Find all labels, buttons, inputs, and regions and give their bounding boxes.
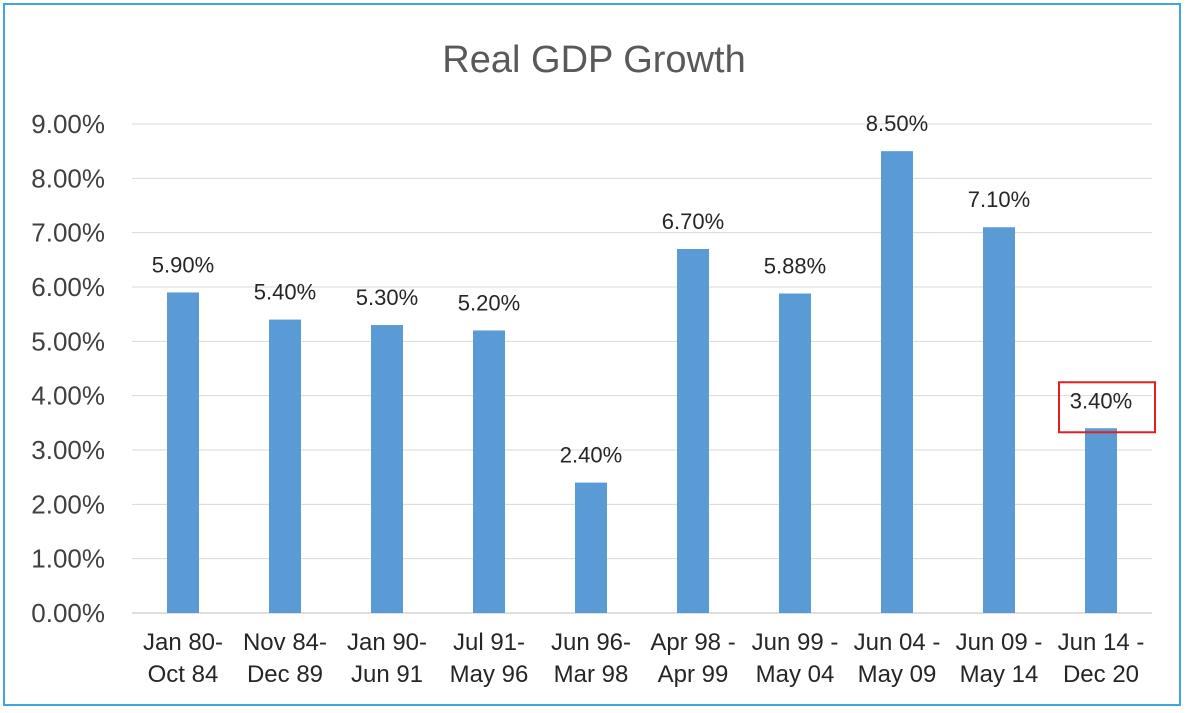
category-label: May 09 — [858, 661, 937, 688]
bar — [473, 330, 505, 613]
y-tick-label: 1.00% — [31, 544, 105, 574]
category-label: May 04 — [756, 661, 835, 688]
data-label: 5.20% — [458, 290, 520, 315]
bar — [983, 227, 1015, 613]
data-label: 5.40% — [254, 280, 316, 305]
category-label: Mar 98 — [554, 661, 629, 688]
category-label: Jan 80- — [143, 629, 223, 656]
category-label: Jun 96- — [551, 629, 631, 656]
category-label: Nov 84- — [243, 629, 327, 656]
y-tick-label: 0.00% — [31, 598, 105, 628]
bars — [167, 151, 1117, 613]
data-label: 7.10% — [968, 187, 1030, 212]
category-label: Jun 99 - — [752, 629, 839, 656]
gridlines — [132, 123, 1152, 614]
category-label: Jan 90- — [347, 629, 427, 656]
y-tick-label: 5.00% — [31, 326, 105, 356]
y-tick-label: 8.00% — [31, 163, 105, 193]
bar — [167, 292, 199, 613]
y-axis-ticks: 0.00% 1.00% 2.00% 3.00% 4.00% 5.00% 6.00% 7.00%… — [31, 109, 105, 628]
category-label: May 14 — [960, 661, 1039, 688]
bar — [269, 319, 301, 613]
bar — [677, 248, 709, 613]
category-label: Jun 09 - — [956, 629, 1043, 656]
bar — [575, 482, 607, 613]
data-label: 3.40% — [1070, 388, 1132, 413]
y-tick-label: 9.00% — [31, 109, 105, 139]
y-tick-label: 2.00% — [31, 489, 105, 519]
data-label: 8.50% — [866, 111, 928, 136]
category-label: Jun 04 - — [854, 629, 941, 656]
bar — [1085, 428, 1117, 613]
category-label: Jul 91- — [453, 629, 525, 656]
chart-title: Real GDP Growth — [442, 39, 745, 81]
category-label: Jun 14 - — [1058, 629, 1145, 656]
category-label: May 96 — [450, 661, 529, 688]
category-label: Dec 20 — [1063, 661, 1139, 688]
data-label: 5.30% — [356, 285, 418, 310]
data-label: 5.88% — [764, 254, 826, 279]
bar — [371, 325, 403, 613]
y-tick-label: 3.00% — [31, 435, 105, 465]
data-label: 2.40% — [560, 443, 622, 468]
bar — [881, 151, 913, 613]
bar — [779, 293, 811, 613]
y-tick-label: 7.00% — [31, 218, 105, 248]
highlight-box — [1058, 381, 1156, 434]
category-label: Jun 91 — [351, 661, 423, 688]
data-label: 6.70% — [662, 209, 724, 234]
data-labels: 5.90% 5.40% 5.30% 5.20% 2.40% 6.70% 5.88% 8.50%… — [152, 111, 1156, 468]
y-tick-label: 6.00% — [31, 272, 105, 302]
category-label: Dec 89 — [247, 661, 323, 688]
y-tick-label: 4.00% — [31, 381, 105, 411]
category-label: Apr 99 — [658, 661, 729, 688]
data-label: 5.90% — [152, 252, 214, 277]
category-label: Apr 98 - — [650, 629, 735, 656]
category-label: Oct 84 — [148, 661, 219, 688]
category-labels: Jan 80- Oct 84 Nov 84- Dec 89 Jan 90- Jun 91 J… — [143, 629, 1144, 688]
